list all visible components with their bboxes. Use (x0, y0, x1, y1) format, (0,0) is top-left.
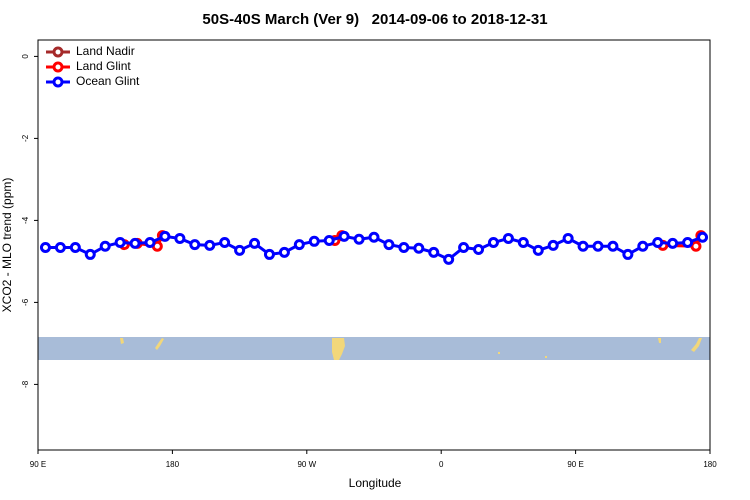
data-point (428, 246, 440, 258)
y-axis-label: XCO2 - MLO trend (ppm) (0, 178, 14, 313)
data-point (219, 237, 231, 249)
data-point (54, 241, 66, 253)
x-tick-label: 90 W (297, 460, 316, 469)
data-point (413, 242, 425, 254)
data-point (159, 230, 171, 242)
data-point (502, 232, 514, 244)
data-point (577, 240, 589, 252)
data-point (383, 239, 395, 251)
data-point (174, 232, 186, 244)
y-tick-label: -8 (21, 380, 30, 388)
data-point (263, 248, 275, 260)
data-point (39, 241, 51, 253)
data-point (517, 237, 529, 249)
data-point (667, 237, 679, 249)
data-point (308, 235, 320, 247)
data-point (622, 248, 634, 260)
y-tick-label: -2 (21, 134, 30, 142)
data-point (682, 237, 694, 249)
data-point (69, 241, 81, 253)
map-strip (38, 337, 710, 360)
data-point (637, 240, 649, 252)
data-point (293, 239, 305, 251)
x-tick-label: 90 E (30, 460, 46, 469)
data-point (443, 253, 455, 265)
data-point (204, 239, 216, 251)
data-point (547, 239, 559, 251)
data-point (487, 237, 499, 249)
legend-label: Land Nadir (76, 44, 135, 58)
data-point (592, 240, 604, 252)
x-tick-label: 90 E (567, 460, 583, 469)
x-tick-label: 180 (166, 460, 180, 469)
data-point (338, 230, 350, 242)
chart-title: 50S-40S March (Ver 9) 2014-09-06 to 2018… (202, 11, 547, 28)
y-tick-label: -6 (21, 298, 30, 306)
data-point (84, 248, 96, 260)
legend-marker (52, 46, 64, 58)
x-tick-label: 0 (439, 460, 444, 469)
data-point (562, 232, 574, 244)
data-point (368, 231, 380, 243)
legend-label: Ocean Glint (76, 74, 140, 88)
data-point (99, 240, 111, 252)
data-point (234, 244, 246, 256)
data-point (189, 239, 201, 251)
data-point (532, 244, 544, 256)
data-point (652, 237, 664, 249)
data-point (129, 237, 141, 249)
data-point (607, 240, 619, 252)
data-point (398, 241, 410, 253)
legend-marker (52, 61, 64, 73)
data-point (323, 234, 335, 246)
data-point (353, 233, 365, 245)
y-tick-label: -4 (21, 216, 30, 224)
data-point (144, 237, 156, 249)
data-point (690, 240, 702, 252)
data-point (278, 246, 290, 258)
x-axis-label: Longitude (349, 476, 402, 490)
data-point (458, 241, 470, 253)
data-point (249, 237, 261, 249)
legend-label: Land Glint (76, 59, 131, 73)
plot-frame (37, 39, 711, 451)
x-tick-label: 180 (703, 460, 717, 469)
data-point (114, 237, 126, 249)
legend-marker (52, 76, 64, 88)
data-point (473, 244, 485, 256)
y-tick-label: 0 (21, 54, 30, 59)
data-point (697, 231, 709, 243)
